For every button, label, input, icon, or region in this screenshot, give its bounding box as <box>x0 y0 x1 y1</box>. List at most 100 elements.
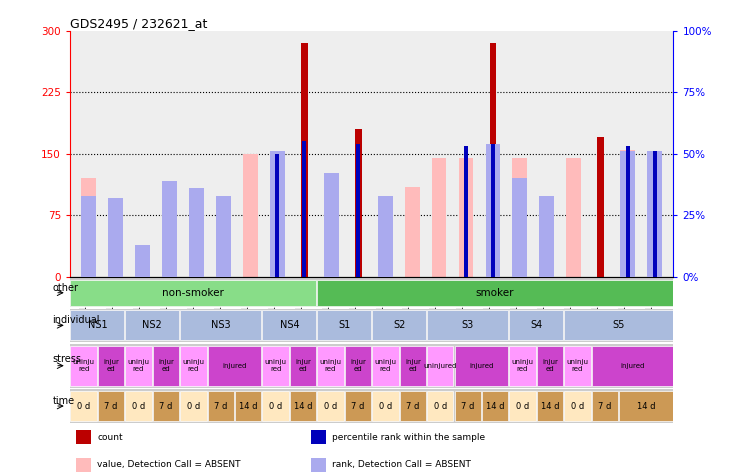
Bar <box>620 151 635 277</box>
Bar <box>302 141 306 277</box>
Text: 0 d: 0 d <box>571 401 584 410</box>
Bar <box>455 391 481 421</box>
Bar <box>275 154 280 277</box>
Text: value, Detection Call = ABSENT: value, Detection Call = ABSENT <box>97 460 241 469</box>
Bar <box>509 346 536 385</box>
Bar <box>153 391 179 421</box>
Text: injured: injured <box>222 363 247 369</box>
Bar <box>82 196 96 277</box>
Bar <box>162 181 177 277</box>
Text: injur
ed: injur ed <box>350 359 366 372</box>
Bar <box>290 346 316 385</box>
Text: 14 d: 14 d <box>239 401 258 410</box>
Text: 7 d: 7 d <box>214 401 227 410</box>
Bar <box>378 219 392 277</box>
Bar <box>427 310 509 340</box>
Bar <box>592 391 618 421</box>
Bar <box>647 155 662 277</box>
Bar <box>135 270 150 277</box>
Bar <box>243 154 258 277</box>
Bar <box>208 346 261 385</box>
Text: injured: injured <box>620 363 645 369</box>
Text: uninjured: uninjured <box>424 363 457 369</box>
Bar <box>653 151 657 277</box>
Text: 0 d: 0 d <box>516 401 529 410</box>
Text: uninju
red: uninju red <box>567 359 588 372</box>
Bar <box>539 203 554 277</box>
Bar <box>71 310 124 340</box>
Bar <box>135 245 150 277</box>
Bar <box>592 346 673 385</box>
Bar <box>162 191 177 277</box>
Text: uninju
red: uninju red <box>73 359 95 372</box>
Bar <box>263 346 289 385</box>
Bar <box>565 310 673 340</box>
Text: injured: injured <box>470 363 494 369</box>
Bar <box>491 144 495 277</box>
Text: 7 d: 7 d <box>406 401 420 410</box>
Bar <box>427 346 453 385</box>
Text: 7 d: 7 d <box>351 401 364 410</box>
Bar <box>489 43 496 277</box>
Text: count: count <box>97 433 123 442</box>
Bar <box>180 310 261 340</box>
Bar <box>290 391 316 421</box>
Bar <box>344 391 371 421</box>
Text: S2: S2 <box>393 320 406 330</box>
Text: GDS2495 / 232621_at: GDS2495 / 232621_at <box>70 17 208 30</box>
Text: injur
ed: injur ed <box>542 359 558 372</box>
Bar <box>108 198 123 277</box>
Bar <box>344 346 371 385</box>
Text: other: other <box>52 283 79 293</box>
Bar <box>216 196 231 277</box>
Bar <box>400 391 426 421</box>
Text: 14 d: 14 d <box>294 401 312 410</box>
Bar <box>372 310 426 340</box>
Bar <box>372 346 399 385</box>
Text: 7 d: 7 d <box>598 401 612 410</box>
Bar <box>356 144 360 277</box>
Bar <box>71 346 97 385</box>
Bar <box>598 137 604 277</box>
Bar <box>512 158 527 277</box>
Bar <box>405 187 420 277</box>
Bar <box>431 158 447 277</box>
Bar <box>108 223 123 277</box>
Text: NS2: NS2 <box>142 320 162 330</box>
Text: uninju
red: uninju red <box>319 359 342 372</box>
Bar <box>620 150 635 277</box>
Text: injur
ed: injur ed <box>103 359 119 372</box>
Bar <box>71 280 316 306</box>
Bar <box>486 144 500 277</box>
Text: uninju
red: uninju red <box>265 359 286 372</box>
Bar <box>537 346 563 385</box>
Bar <box>125 391 152 421</box>
Text: uninju
red: uninju red <box>183 359 205 372</box>
Bar <box>512 178 527 277</box>
Bar <box>125 310 179 340</box>
Text: injur
ed: injur ed <box>405 359 421 372</box>
Bar <box>355 129 361 277</box>
Bar <box>153 346 179 385</box>
Bar <box>189 188 204 277</box>
Text: S1: S1 <box>338 320 350 330</box>
Bar <box>180 346 207 385</box>
Bar <box>125 346 152 385</box>
Bar <box>317 310 371 340</box>
Text: 0 d: 0 d <box>379 401 392 410</box>
Bar <box>464 146 468 277</box>
Text: 0 d: 0 d <box>324 401 337 410</box>
Bar <box>537 391 563 421</box>
Text: smoker: smoker <box>476 288 514 298</box>
Text: S3: S3 <box>461 320 474 330</box>
Text: 0 d: 0 d <box>132 401 145 410</box>
Text: S5: S5 <box>612 320 625 330</box>
Text: uninju
red: uninju red <box>512 359 534 372</box>
Bar <box>235 391 261 421</box>
Text: S4: S4 <box>530 320 542 330</box>
Text: 14 d: 14 d <box>541 401 559 410</box>
Bar <box>76 430 91 444</box>
Bar <box>98 391 124 421</box>
Text: NS4: NS4 <box>280 320 300 330</box>
Bar <box>565 391 590 421</box>
